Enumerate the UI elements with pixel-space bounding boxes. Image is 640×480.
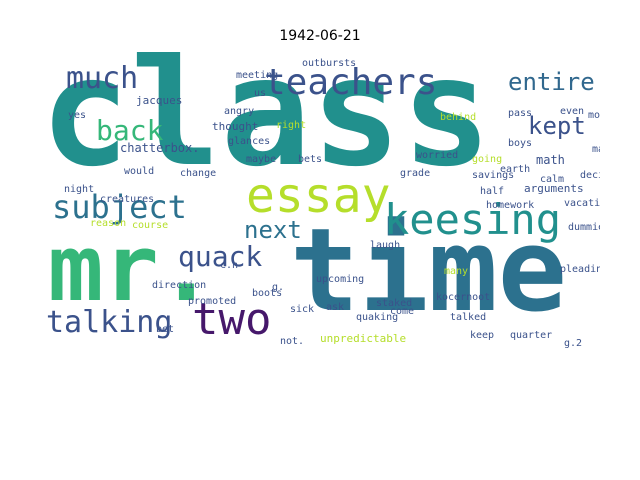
word-us: us bbox=[254, 88, 266, 99]
word-entire: entire bbox=[508, 68, 595, 96]
word-behind: behind bbox=[440, 112, 476, 123]
word-glances: glances bbox=[228, 136, 270, 147]
word-class: class bbox=[40, 52, 492, 200]
word-pass: pass bbox=[508, 108, 532, 119]
word-quarter: quarter bbox=[510, 330, 552, 341]
word-grade: grade bbox=[400, 168, 430, 179]
word-laugh: laugh bbox=[370, 240, 400, 251]
word-going: going bbox=[472, 154, 502, 165]
word-cloud: class time mr. essay keesing teachers mu… bbox=[40, 52, 600, 349]
word-direction: direction bbox=[152, 280, 206, 291]
word-night: night bbox=[64, 184, 94, 195]
word-half: half bbox=[480, 186, 504, 197]
word-reason: reason bbox=[90, 218, 126, 229]
word-maybe: maybe bbox=[246, 154, 276, 165]
word-arguments: arguments bbox=[524, 182, 584, 195]
word-next: next bbox=[244, 216, 302, 244]
word-course: course bbox=[132, 220, 168, 231]
word-sick: sick bbox=[290, 304, 314, 315]
word-keesing: keesing bbox=[384, 195, 561, 244]
word-yes: yes bbox=[68, 110, 86, 121]
word-talking: talking bbox=[46, 305, 172, 340]
word-upcoming: upcoming bbox=[316, 274, 364, 285]
word-unpredictable: unpredictable bbox=[320, 332, 406, 345]
word-not: not. bbox=[280, 336, 304, 347]
word-meeting: meeting bbox=[236, 70, 278, 81]
word-morning: morning bbox=[588, 110, 600, 121]
word-creatures: creatures bbox=[100, 194, 154, 205]
word-would: would bbox=[124, 166, 154, 177]
word-vacation: vacation bbox=[564, 198, 600, 209]
word-making: making bbox=[592, 144, 600, 155]
word-subject: subject bbox=[52, 188, 187, 226]
word-many: many bbox=[444, 266, 468, 277]
word-savings: savings bbox=[472, 170, 514, 181]
word-decide: decide bbox=[580, 170, 600, 181]
word-calm: calm bbox=[540, 174, 564, 185]
word-essay: essay bbox=[246, 168, 391, 224]
word-change: change bbox=[180, 168, 216, 179]
word-g: g. bbox=[272, 282, 284, 293]
word-right: right bbox=[276, 120, 306, 131]
word-much: much bbox=[66, 61, 138, 96]
word-bet: bet bbox=[156, 324, 174, 335]
word-kocernoot: kocernoot bbox=[436, 292, 490, 303]
word-bets: bets bbox=[298, 154, 322, 165]
word-kept: kept bbox=[528, 112, 586, 140]
word-talked: talked bbox=[450, 312, 486, 323]
word-math: math bbox=[536, 153, 565, 167]
word-thought: thought bbox=[212, 120, 258, 133]
word-quack: quack bbox=[178, 240, 262, 273]
word-angry: angry bbox=[224, 106, 254, 117]
wordcloud-title: 1942-06-21 bbox=[279, 28, 361, 44]
word-teachers: teachers bbox=[264, 62, 437, 103]
word-cn: c.n bbox=[220, 260, 238, 271]
word-earth: earth bbox=[500, 164, 530, 175]
word-time: time bbox=[290, 204, 567, 338]
word-pleading: pleading bbox=[560, 264, 600, 275]
word-come: come bbox=[390, 306, 414, 317]
word-boys: boys bbox=[508, 138, 532, 149]
word-two: two bbox=[192, 294, 271, 345]
word-boots: boots bbox=[252, 288, 282, 299]
word-chatterbox: chatterbox. bbox=[120, 141, 199, 155]
word-worried: worried bbox=[416, 150, 458, 161]
word-even: even bbox=[560, 106, 584, 117]
word-homework: homework bbox=[486, 200, 534, 211]
word-dummies: dummies bbox=[568, 222, 600, 233]
word-quaking: quaking bbox=[356, 312, 398, 323]
word-jacques: jacques bbox=[136, 94, 182, 107]
word-staked: staked bbox=[376, 298, 412, 309]
word-mr: mr. bbox=[48, 215, 214, 322]
word-promoted: promoted bbox=[188, 296, 236, 307]
word-outbursts: outbursts bbox=[302, 58, 356, 69]
word-ask: ask bbox=[326, 302, 344, 313]
word-keep: keep bbox=[470, 330, 494, 341]
word-back: back bbox=[96, 114, 164, 147]
word-g2: g.2 bbox=[564, 338, 582, 349]
